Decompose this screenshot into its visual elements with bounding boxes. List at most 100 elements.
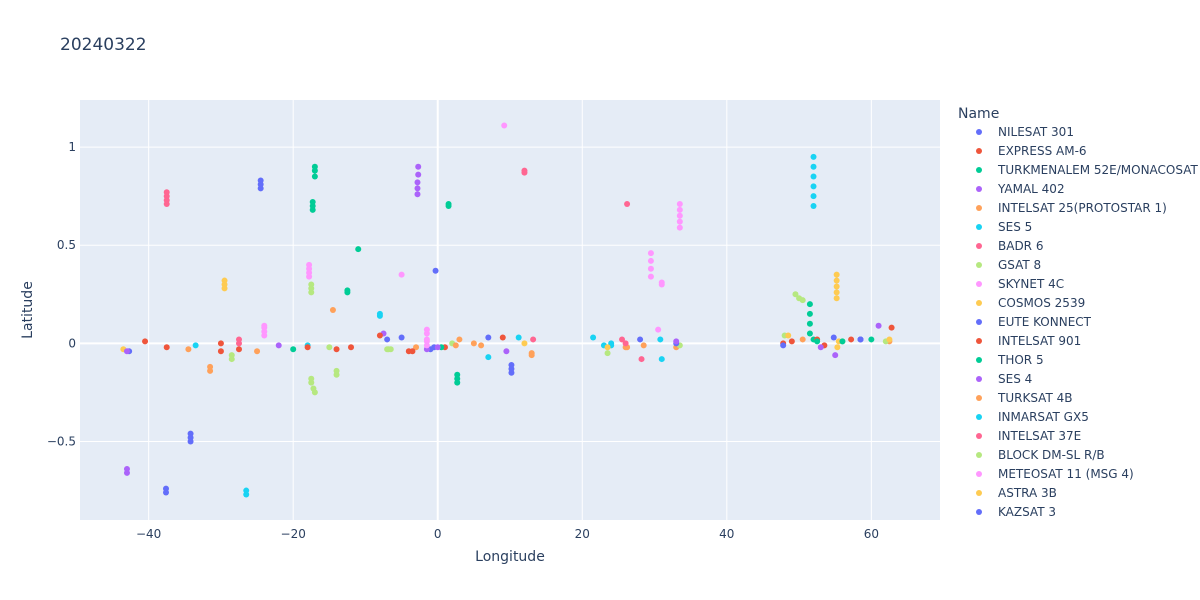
legend-item[interactable]: INTELSAT 37E xyxy=(976,429,1081,443)
data-point xyxy=(163,489,169,496)
legend-item[interactable]: INTELSAT 901 xyxy=(976,334,1081,348)
data-point xyxy=(792,291,799,298)
legend-label: THOR 5 xyxy=(997,353,1044,367)
data-point xyxy=(434,344,441,351)
data-point xyxy=(415,163,422,170)
data-point xyxy=(385,346,392,353)
legend-label: EXPRESS AM-6 xyxy=(998,144,1087,158)
data-point xyxy=(221,277,228,284)
y-tick-label: 0 xyxy=(68,336,76,350)
legend-label: METEOSAT 11 (MSG 4) xyxy=(998,467,1134,481)
y-tick-label: 1 xyxy=(68,140,76,154)
data-point xyxy=(415,171,422,178)
data-point xyxy=(376,310,383,317)
x-axis-label: Longitude xyxy=(475,549,545,565)
data-point xyxy=(657,336,664,343)
legend-marker xyxy=(976,357,982,363)
legend-marker xyxy=(976,224,982,230)
data-point xyxy=(311,173,318,180)
y-tick-label: 0.5 xyxy=(57,238,76,252)
data-point xyxy=(311,163,318,170)
data-point xyxy=(515,334,522,341)
legend-marker xyxy=(976,262,982,268)
legend-marker xyxy=(976,509,982,515)
legend-item[interactable]: NILESAT 301 xyxy=(976,125,1074,139)
data-point xyxy=(619,336,626,343)
data-point xyxy=(655,326,662,333)
data-point xyxy=(810,153,817,160)
data-point xyxy=(308,281,315,288)
legend-item[interactable]: YAMAL 402 xyxy=(976,182,1065,196)
data-point xyxy=(409,348,416,355)
data-point xyxy=(806,330,813,337)
data-point xyxy=(658,279,665,286)
legend-marker xyxy=(976,167,982,173)
legend-item[interactable]: SKYNET 4C xyxy=(976,277,1064,291)
data-point xyxy=(414,191,421,198)
data-point xyxy=(304,344,311,351)
data-point xyxy=(817,344,824,351)
data-point xyxy=(290,346,297,353)
data-point xyxy=(398,334,405,341)
data-point xyxy=(833,277,840,284)
legend-label: GSAT 8 xyxy=(998,258,1041,272)
data-point xyxy=(413,344,420,351)
data-point xyxy=(785,332,792,339)
legend-marker xyxy=(976,281,982,287)
legend-item[interactable]: TURKSAT 4B xyxy=(976,391,1072,405)
data-point xyxy=(647,273,654,280)
legend-label: INTELSAT 901 xyxy=(998,334,1081,348)
legend-label: BLOCK DM-SL R/B xyxy=(998,448,1105,462)
data-point xyxy=(454,379,461,386)
x-tick-label: −40 xyxy=(136,527,161,541)
x-tick-label: 60 xyxy=(864,527,879,541)
legend-item[interactable]: SES 4 xyxy=(976,372,1032,386)
data-point xyxy=(830,334,837,341)
legend-item[interactable]: BADR 6 xyxy=(976,239,1043,253)
legend-item[interactable]: COSMOS 2539 xyxy=(976,296,1085,310)
data-point xyxy=(839,338,846,345)
data-point xyxy=(868,336,875,343)
legend-item[interactable]: TURKMENALEM 52E/MONACOSAT xyxy=(976,163,1198,177)
legend-item[interactable]: SES 5 xyxy=(976,220,1032,234)
legend-item[interactable]: BLOCK DM-SL R/B xyxy=(976,448,1105,462)
legend-label: BADR 6 xyxy=(998,239,1043,253)
legend-label: INMARSAT GX5 xyxy=(998,410,1089,424)
data-point xyxy=(810,193,817,200)
data-points xyxy=(120,122,895,498)
data-point xyxy=(832,352,839,359)
data-point xyxy=(810,202,817,209)
data-point xyxy=(311,389,318,396)
legend-item[interactable]: THOR 5 xyxy=(976,353,1044,367)
legend-item[interactable]: GSAT 8 xyxy=(976,258,1041,272)
data-point xyxy=(414,185,421,192)
legend-item[interactable]: INTELSAT 25(PROTOSTAR 1) xyxy=(976,201,1167,215)
legend-item[interactable]: METEOSAT 11 (MSG 4) xyxy=(976,467,1134,481)
legend-item[interactable]: EXPRESS AM-6 xyxy=(976,144,1087,158)
legend-item[interactable]: EUTE KONNECT xyxy=(976,315,1092,329)
data-point xyxy=(622,340,629,347)
legend-label: SKYNET 4C xyxy=(998,277,1064,291)
legend-label: EUTE KONNECT xyxy=(998,315,1092,329)
legend[interactable]: NILESAT 301 EXPRESS AM-6 TURKMENALEM 52E/M… xyxy=(976,125,1198,519)
legend-item[interactable]: INMARSAT GX5 xyxy=(976,410,1089,424)
data-point xyxy=(676,201,683,208)
legend-label: INTELSAT 25(PROTOSTAR 1) xyxy=(998,201,1167,215)
data-point xyxy=(235,346,242,353)
data-point xyxy=(187,438,194,445)
data-point xyxy=(673,338,680,345)
data-point xyxy=(326,344,333,351)
data-point xyxy=(799,297,806,304)
legend-item[interactable]: ASTRA 3B xyxy=(976,486,1057,500)
legend-marker xyxy=(976,186,982,192)
data-point xyxy=(470,340,477,347)
data-point xyxy=(810,173,817,180)
data-point xyxy=(810,183,817,190)
legend-label: KAZSAT 3 xyxy=(998,505,1056,519)
x-tick-label: 0 xyxy=(434,527,442,541)
data-point xyxy=(806,301,813,308)
legend-label: SES 5 xyxy=(998,220,1032,234)
data-point xyxy=(637,336,644,343)
legend-item[interactable]: KAZSAT 3 xyxy=(976,505,1056,519)
